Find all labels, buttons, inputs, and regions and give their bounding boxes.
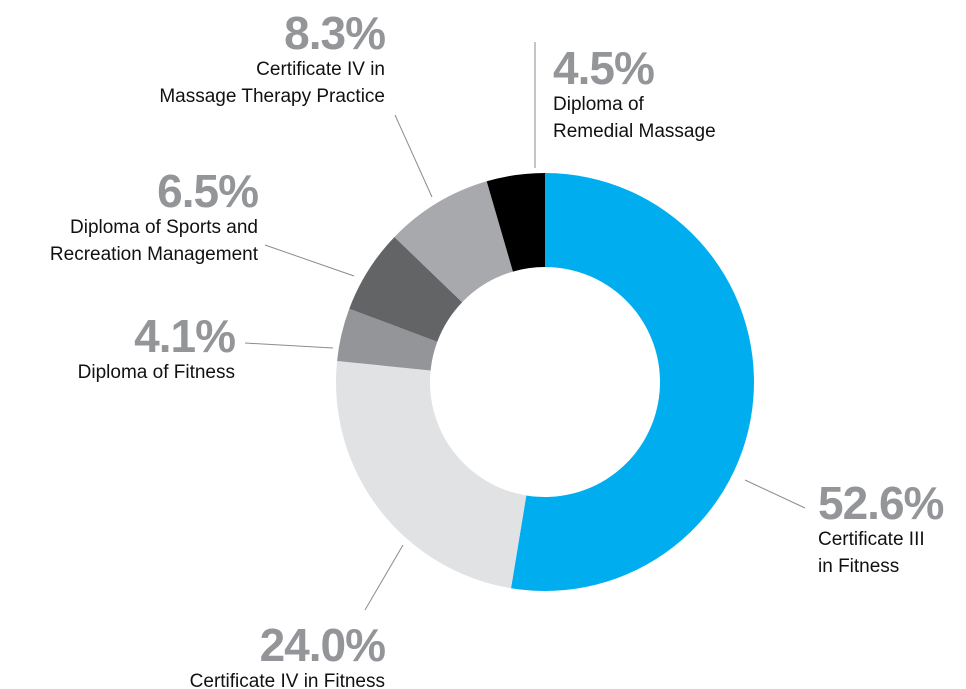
value-label: 24.0% [259,619,386,671]
value-label: 8.3% [284,7,386,59]
donut-slice [486,173,545,272]
category-label: Diploma of Remedial Massage [553,94,716,142]
donut-slice [394,181,513,303]
value-label: 4.5% [553,42,655,94]
value-label: 52.6% [818,477,944,529]
value-label: 6.5% [157,165,259,217]
category-label: Certificate III in Fitness [818,529,925,577]
category-label: Certificate IV in Fitness [189,671,385,689]
leader-line [394,114,433,198]
leader-line [744,479,806,509]
donut-slice [337,308,438,371]
category-label: Diploma of Sports and Recreation Managem… [49,217,258,265]
leader-line [244,342,334,349]
value-label: 4.1% [134,310,236,362]
donut-slice [349,237,463,342]
category-label: Certificate IV in Massage Therapy Practi… [159,59,385,107]
leader-line [364,544,404,611]
donut-slice [511,172,755,591]
leader-line [264,244,355,277]
category-label: Diploma of Fitness [77,362,235,383]
donut-slice [336,361,527,589]
